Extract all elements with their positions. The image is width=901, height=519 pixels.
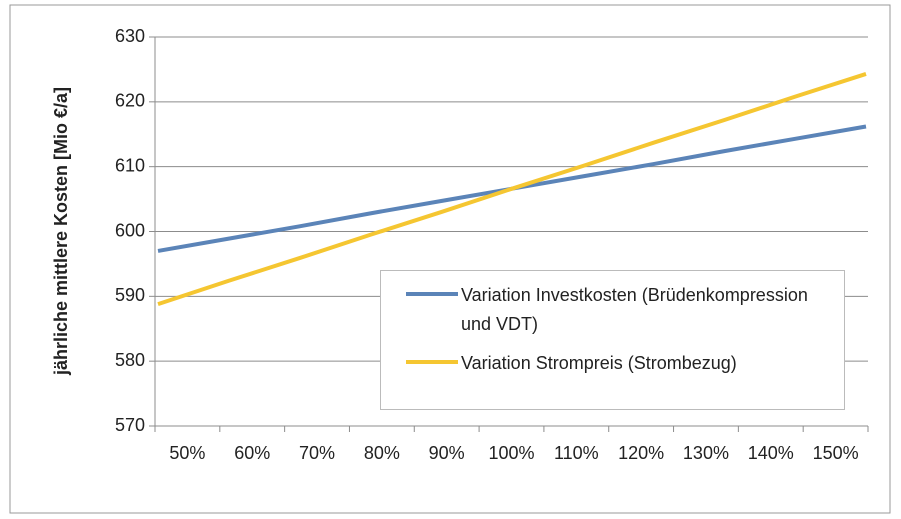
series-line: [157, 72, 867, 307]
y-tick-label: 580: [115, 350, 145, 370]
legend-label: Variation Investkosten (Brüdenkompressio…: [461, 285, 808, 334]
x-tick-label: 60%: [234, 443, 270, 463]
legend-label: Variation Strompreis (Strombezug): [461, 353, 737, 373]
y-tick-label: 610: [115, 155, 145, 175]
x-tick-label: 100%: [488, 443, 534, 463]
y-tick-label: 620: [115, 91, 145, 111]
x-tick-label: 50%: [169, 443, 205, 463]
legend-swatch: [406, 292, 458, 296]
chart-border: [9, 4, 891, 514]
x-tick-label: 140%: [748, 443, 794, 463]
x-tick-label: 150%: [813, 443, 859, 463]
legend-swatch: [406, 360, 458, 364]
x-tick-label: 90%: [429, 443, 465, 463]
legend: Variation Investkosten (Brüdenkompressio…: [380, 270, 845, 410]
x-tick-label: 70%: [299, 443, 335, 463]
y-tick-label: 590: [115, 285, 145, 305]
y-axis-label: jährliche mittlere Kosten [Mio €/a]: [51, 87, 71, 376]
x-tick-label: 120%: [618, 443, 664, 463]
y-tick-label: 570: [115, 415, 145, 435]
x-tick-label: 80%: [364, 443, 400, 463]
x-tick-label: 130%: [683, 443, 729, 463]
y-tick-label: 630: [115, 26, 145, 46]
x-tick-label: 110%: [554, 443, 599, 463]
y-tick-label: 600: [115, 220, 145, 240]
